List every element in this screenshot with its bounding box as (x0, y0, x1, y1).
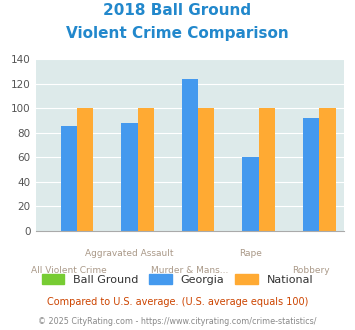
Text: Rape: Rape (239, 249, 262, 258)
Bar (259, 109, 275, 231)
Bar (121, 123, 137, 231)
Legend: Ball Ground, Georgia, National: Ball Ground, Georgia, National (37, 270, 318, 289)
Bar (319, 109, 335, 231)
Bar (182, 79, 198, 231)
Text: Aggravated Assault: Aggravated Assault (85, 249, 174, 258)
Text: Compared to U.S. average. (U.S. average equals 100): Compared to U.S. average. (U.S. average … (47, 297, 308, 307)
Text: Violent Crime Comparison: Violent Crime Comparison (66, 26, 289, 41)
Bar (198, 109, 214, 231)
Bar (242, 157, 259, 231)
Text: Robbery: Robbery (292, 266, 330, 275)
Bar (77, 109, 93, 231)
Bar (137, 109, 154, 231)
Bar (303, 118, 319, 231)
Bar (61, 126, 77, 231)
Text: All Violent Crime: All Violent Crime (31, 266, 107, 275)
Text: Murder & Mans...: Murder & Mans... (151, 266, 229, 275)
Text: 2018 Ball Ground: 2018 Ball Ground (103, 3, 252, 18)
Text: © 2025 CityRating.com - https://www.cityrating.com/crime-statistics/: © 2025 CityRating.com - https://www.city… (38, 317, 317, 326)
